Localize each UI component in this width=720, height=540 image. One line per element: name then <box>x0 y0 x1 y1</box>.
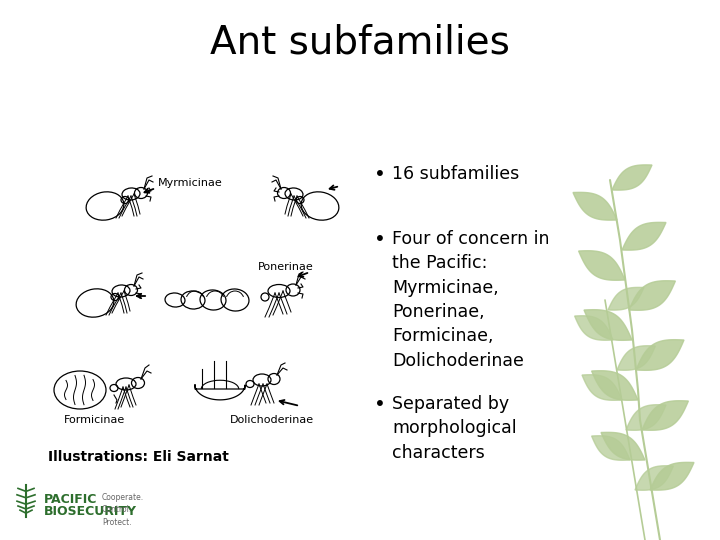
Text: Illustrations: Eli Sarnat: Illustrations: Eli Sarnat <box>48 450 229 464</box>
Polygon shape <box>575 316 613 340</box>
Text: Four of concern in
the Pacific:
Myrmicinae,
Ponerinae,
Formicinae,
Dolichoderina: Four of concern in the Pacific: Myrmicin… <box>392 230 550 369</box>
Text: •: • <box>374 165 386 184</box>
Text: PACIFIC: PACIFIC <box>44 493 97 506</box>
Text: Dolichoderinae: Dolichoderinae <box>230 415 314 425</box>
Polygon shape <box>573 192 617 220</box>
Polygon shape <box>582 375 622 400</box>
Polygon shape <box>642 401 688 430</box>
Text: Formicinae: Formicinae <box>64 415 125 425</box>
Text: Myrmicinae: Myrmicinae <box>158 178 222 188</box>
Polygon shape <box>592 371 638 400</box>
Polygon shape <box>592 436 630 460</box>
Text: 16 subfamilies: 16 subfamilies <box>392 165 520 183</box>
Text: •: • <box>374 395 386 414</box>
Text: Cooperate.
Control.
Protect.: Cooperate. Control. Protect. <box>102 493 144 527</box>
Polygon shape <box>626 404 666 430</box>
Text: •: • <box>374 230 386 249</box>
Polygon shape <box>635 466 673 490</box>
Polygon shape <box>612 165 652 190</box>
Text: Ponerinae: Ponerinae <box>258 262 314 272</box>
Text: Separated by
morphological
characters: Separated by morphological characters <box>392 395 517 462</box>
Text: BIOSECURITY: BIOSECURITY <box>44 505 137 518</box>
Polygon shape <box>622 222 666 250</box>
Polygon shape <box>584 309 632 340</box>
Polygon shape <box>629 281 675 310</box>
Polygon shape <box>608 287 644 310</box>
Text: Ant subfamilies: Ant subfamilies <box>210 23 510 61</box>
Polygon shape <box>579 251 625 280</box>
Polygon shape <box>617 346 655 370</box>
Polygon shape <box>601 433 645 460</box>
Polygon shape <box>650 462 694 490</box>
Polygon shape <box>636 340 684 370</box>
